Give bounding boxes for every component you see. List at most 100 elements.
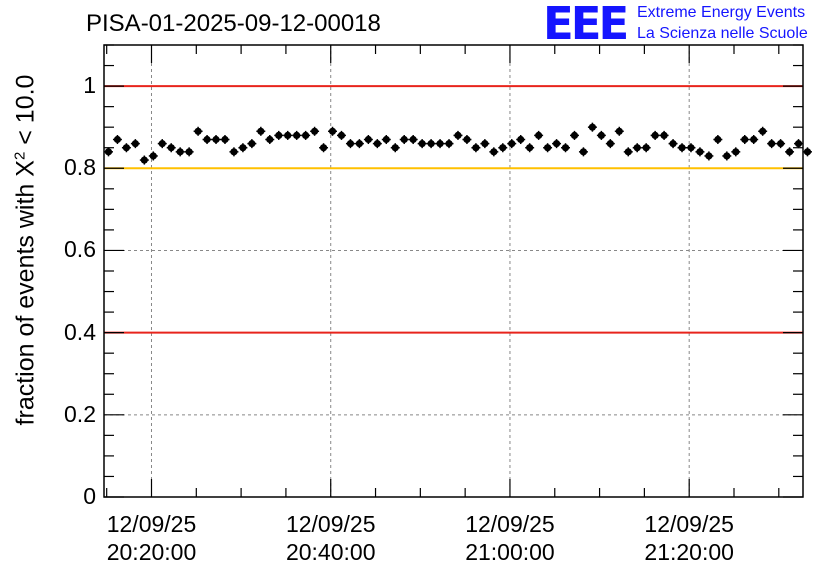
data-point <box>293 131 301 139</box>
x-tick-time: 20:20:00 <box>106 539 197 565</box>
data-point <box>275 131 283 139</box>
data-point <box>732 148 740 156</box>
data-point <box>284 131 292 139</box>
x-tick-date: 12/09/25 <box>465 511 555 537</box>
data-point <box>382 135 390 144</box>
data-point <box>266 135 274 144</box>
y-tick-label: 1 <box>83 72 96 99</box>
data-point <box>508 140 516 148</box>
eee-logo: EEE <box>543 0 629 50</box>
data-point <box>759 127 767 135</box>
data-point <box>490 148 498 156</box>
logo-line-2: La Scienza nelle Scuole <box>637 25 808 42</box>
x-tick-label: 12/09/25 21:20:00 <box>644 510 734 566</box>
logo-line-1: Extreme Energy Events <box>637 4 806 21</box>
data-point <box>158 140 166 148</box>
data-point <box>696 148 704 156</box>
data-point <box>230 148 238 156</box>
data-point <box>552 140 561 148</box>
data-point <box>221 135 229 144</box>
data-point <box>481 140 489 148</box>
y-axis-label-main: fraction of events with Χ <box>11 160 40 426</box>
data-point <box>364 135 372 144</box>
data-point <box>445 140 453 148</box>
y-tick-label: 0.8 <box>64 154 96 181</box>
data-point <box>597 131 605 139</box>
data-point <box>454 131 462 139</box>
data-point <box>427 140 435 148</box>
data-point <box>606 140 614 148</box>
data-point <box>302 131 310 139</box>
data-point <box>203 135 211 144</box>
data-point <box>355 140 364 148</box>
data-point <box>561 144 570 152</box>
x-tick-label: 12/09/25 20:40:00 <box>286 510 376 566</box>
data-point <box>517 135 525 144</box>
data-point <box>588 123 597 131</box>
data-point <box>131 140 139 148</box>
data-point <box>678 144 686 152</box>
data-point <box>499 144 507 152</box>
data-point <box>642 144 650 152</box>
x-tick-date: 12/09/25 <box>106 511 197 537</box>
data-point <box>319 144 328 152</box>
data-point <box>436 140 444 148</box>
data-point <box>768 140 776 148</box>
x-tick-time: 21:20:00 <box>644 539 734 565</box>
y-axis-label-sup: 2 <box>11 151 29 161</box>
x-tick-time: 21:00:00 <box>465 539 555 565</box>
y-tick-label: 0.6 <box>64 236 96 263</box>
data-point <box>167 144 175 152</box>
data-point <box>248 140 256 148</box>
data-point <box>526 144 534 152</box>
data-point <box>705 152 713 160</box>
data-point <box>310 127 319 135</box>
y-tick-label: 0 <box>83 483 96 509</box>
data-point <box>570 131 579 139</box>
data-point <box>149 152 157 160</box>
x-tick-label: 12/09/25 20:20:00 <box>107 510 197 566</box>
data-point <box>543 144 552 152</box>
data-point <box>391 144 399 152</box>
data-point <box>185 148 193 156</box>
run-title: PISA-01-2025-09-12-00018 <box>86 10 381 37</box>
plot-frame <box>103 44 804 498</box>
y-tick-label: 0.4 <box>64 318 96 345</box>
data-point <box>660 131 668 139</box>
data-point <box>794 140 803 148</box>
data-point <box>633 144 641 152</box>
data-point <box>723 152 731 160</box>
data-point <box>409 135 417 144</box>
x-tick-time: 20:40:00 <box>285 539 376 565</box>
data-point <box>776 140 785 148</box>
data-point <box>785 148 794 156</box>
y-tick-label: 0.2 <box>64 400 96 427</box>
data-point <box>346 140 355 148</box>
data-point <box>176 148 184 156</box>
logo-caption: Extreme Energy Events La Scienza nelle S… <box>637 2 808 44</box>
data-point <box>113 135 122 144</box>
data-point <box>194 127 202 135</box>
data-point <box>337 131 346 139</box>
data-point <box>400 135 408 144</box>
data-point <box>741 135 749 144</box>
data-point <box>803 148 812 156</box>
data-point <box>328 127 337 135</box>
data-point <box>104 148 113 156</box>
data-point <box>750 135 758 144</box>
data-point <box>257 127 265 135</box>
data-point <box>669 140 677 148</box>
data-point <box>651 131 659 139</box>
data-point <box>140 156 148 164</box>
data-point <box>714 135 722 144</box>
data-point <box>624 148 632 156</box>
data-point <box>472 144 480 152</box>
data-point <box>615 127 623 135</box>
data-point <box>579 148 588 156</box>
data-point <box>418 140 426 148</box>
x-tick-date: 12/09/25 <box>644 511 734 537</box>
data-point <box>687 144 695 152</box>
data-point <box>212 135 220 144</box>
data-point <box>535 131 543 139</box>
data-point <box>122 144 131 152</box>
